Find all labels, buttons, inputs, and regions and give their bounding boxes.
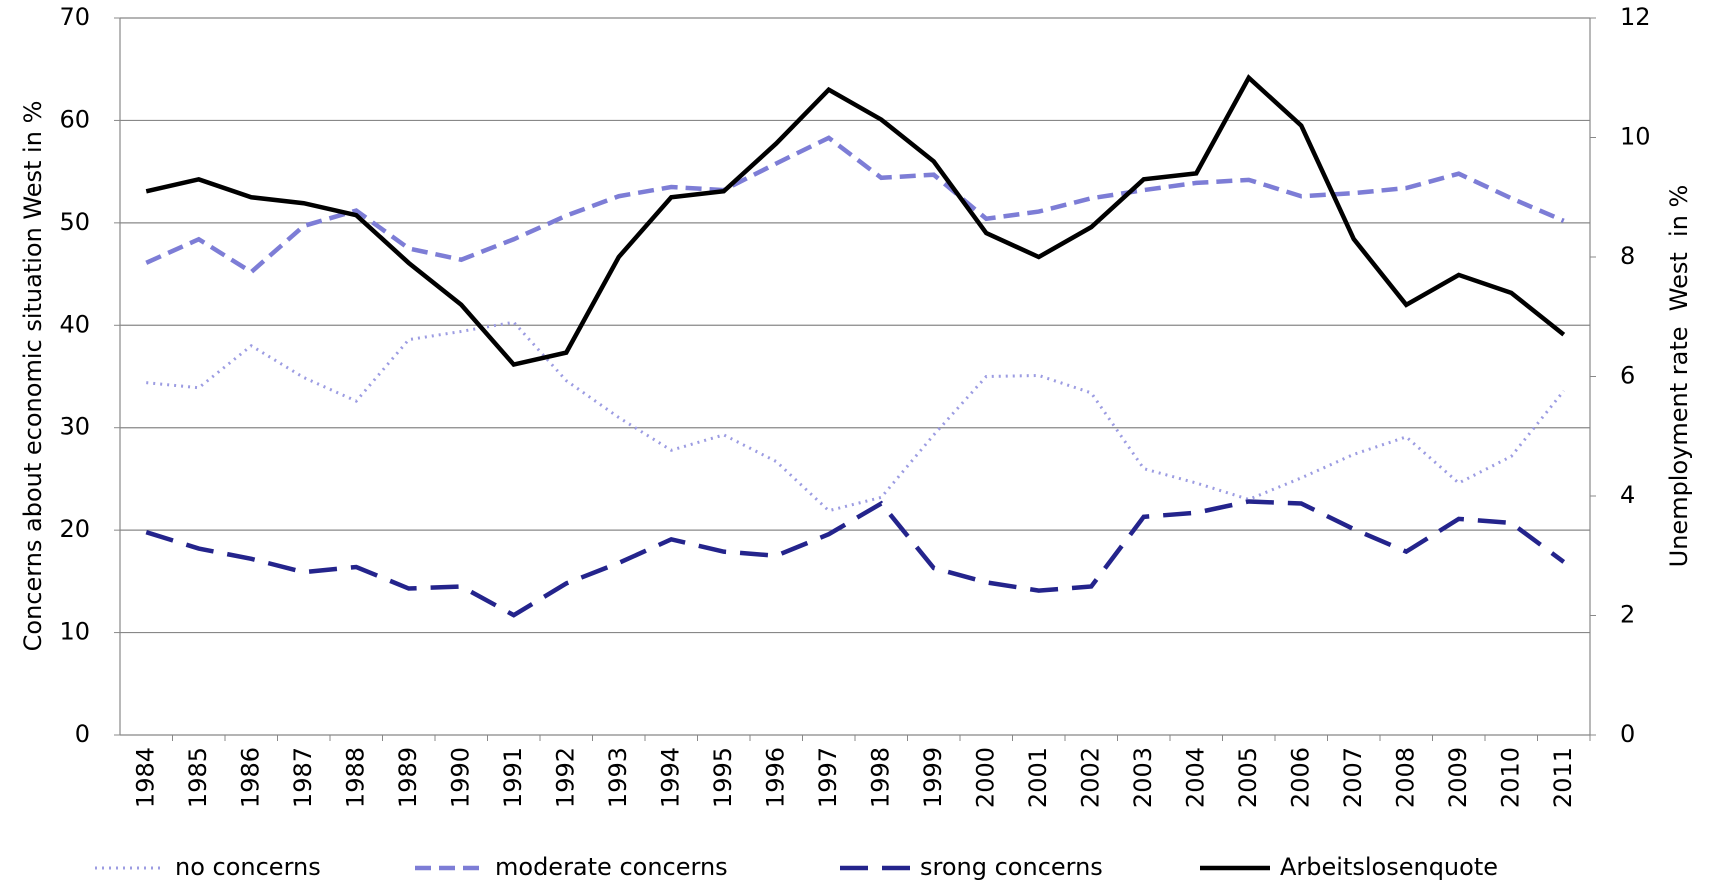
y2-tick-label: 4	[1620, 481, 1635, 509]
x-tick-label: 1987	[289, 747, 317, 808]
y-tick-label: 0	[75, 720, 90, 748]
legend-label: moderate concerns	[495, 853, 728, 881]
y2-tick-label: 8	[1620, 242, 1635, 270]
legend-label: srong concerns	[920, 853, 1103, 881]
x-tick-label: 2003	[1129, 747, 1157, 808]
y2-axis-label: Unemployment rate West in %	[1665, 185, 1693, 568]
x-tick-label: 1995	[709, 747, 737, 808]
x-tick-label: 2000	[971, 747, 999, 808]
y2-tick-label: 6	[1620, 362, 1635, 390]
x-tick-label: 2004	[1181, 747, 1209, 808]
y-tick-label: 30	[59, 413, 90, 441]
x-tick-label: 2009	[1444, 747, 1472, 808]
x-tick-label: 1997	[814, 747, 842, 808]
x-tick-label: 1993	[604, 747, 632, 808]
y2-tick-label: 10	[1620, 123, 1651, 151]
x-tick-label: 1996	[761, 747, 789, 808]
y2-tick-label: 12	[1620, 3, 1651, 31]
y-tick-label: 10	[59, 618, 90, 646]
y-tick-label: 40	[59, 310, 90, 338]
y-tick-label: 70	[59, 3, 90, 31]
x-tick-label: 2008	[1391, 747, 1419, 808]
x-tick-label: 1985	[184, 747, 212, 808]
x-tick-label: 2007	[1339, 747, 1367, 808]
x-tick-label: 2010	[1496, 747, 1524, 808]
line-series	[146, 320, 1565, 513]
x-tick-label: 1990	[446, 747, 474, 808]
x-tick-label: 1998	[866, 747, 894, 808]
x-tick-label: 2002	[1076, 747, 1104, 808]
y2-tick-label: 0	[1620, 720, 1635, 748]
x-tick-label: 1986	[236, 747, 264, 808]
y2-tick-label: 2	[1620, 601, 1635, 629]
y-tick-label: 50	[59, 208, 90, 236]
legend-label: Arbeitslosenquote	[1280, 853, 1498, 881]
legend-label: no concerns	[175, 853, 321, 881]
x-tick-label: 1999	[919, 747, 947, 808]
x-tick-label: 1991	[499, 747, 527, 808]
y-tick-label: 20	[59, 515, 90, 543]
line-series	[145, 499, 1566, 618]
x-tick-label: 2006	[1286, 747, 1314, 808]
line-series	[145, 74, 1566, 368]
x-tick-label: 2005	[1234, 747, 1262, 808]
x-tick-label: 1994	[656, 747, 684, 808]
x-tick-label: 1988	[341, 747, 369, 808]
x-tick-label: 1992	[551, 747, 579, 808]
x-tick-label: 2011	[1549, 747, 1577, 808]
x-tick-label: 1984	[131, 747, 159, 808]
x-tick-label: 1989	[394, 747, 422, 808]
y-tick-label: 60	[59, 105, 90, 133]
y-axis-label: Concerns about economic situation West i…	[19, 101, 47, 652]
line-series	[145, 135, 1565, 275]
x-tick-label: 2001	[1024, 747, 1052, 808]
